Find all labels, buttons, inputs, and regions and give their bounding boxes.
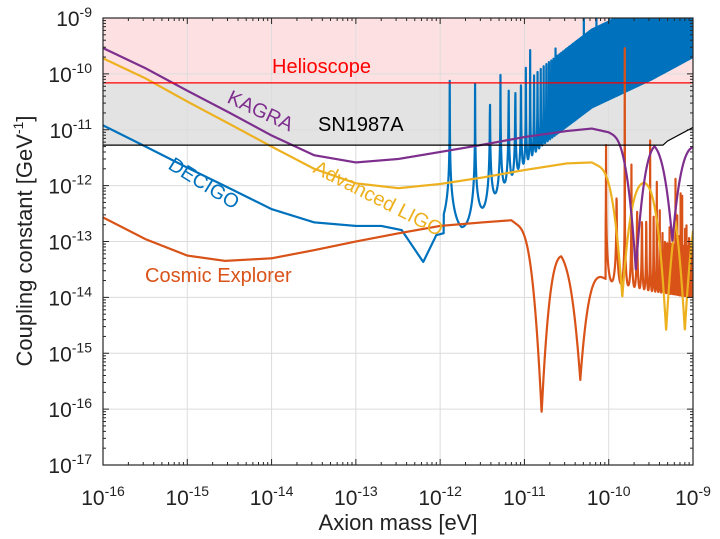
y-tick-label: 10-12 xyxy=(48,172,92,199)
series-line-cosmic-explorer xyxy=(103,47,693,413)
y-tick-label: 10-10 xyxy=(48,60,92,87)
y-tick-label: 10-9 xyxy=(56,4,92,31)
x-tick-label: 10-11 xyxy=(503,483,546,510)
label-helioscope: Helioscope xyxy=(272,56,371,78)
y-tick-label: 10-15 xyxy=(48,339,92,366)
label-cosmic-explorer: Cosmic Explorer xyxy=(145,265,292,287)
label-advanced-ligo: Advanced LIGO xyxy=(310,157,447,241)
x-tick-label: 10-16 xyxy=(81,483,125,510)
axes: 10-16 10-15 10-14 10-13 10-12 10-11 10-10 10-9 1… xyxy=(48,4,711,510)
y-tick-label: 10-11 xyxy=(49,116,92,143)
series-line-kagra xyxy=(103,47,693,271)
series-line-advanced-ligo xyxy=(103,57,693,331)
x-tick-label: 10-14 xyxy=(250,483,294,510)
x-tick-label: 10-10 xyxy=(587,483,631,510)
sn1987a-bound-line xyxy=(103,126,693,146)
x-axis-title: Axion mass [eV] xyxy=(319,510,478,535)
x-tick-label: 10-12 xyxy=(418,483,462,510)
label-decigo: DECIGO xyxy=(164,154,243,214)
bound-lines xyxy=(103,82,693,146)
y-tick-label: 10-16 xyxy=(48,395,92,422)
y-tick-label: 10-17 xyxy=(48,451,92,478)
x-tick-label: 10-13 xyxy=(334,483,378,510)
x-tick-label: 10-9 xyxy=(675,483,711,510)
curves xyxy=(103,18,693,413)
x-tick-label: 10-15 xyxy=(165,483,209,510)
series-line-decigo xyxy=(103,18,693,263)
y-tick-label: 10-13 xyxy=(48,228,92,255)
y-tick-label: 10-14 xyxy=(48,283,92,310)
y-axis-title: Coupling constant [GeV-1] xyxy=(10,116,37,367)
label-sn1987a: SN1987A xyxy=(318,114,404,136)
